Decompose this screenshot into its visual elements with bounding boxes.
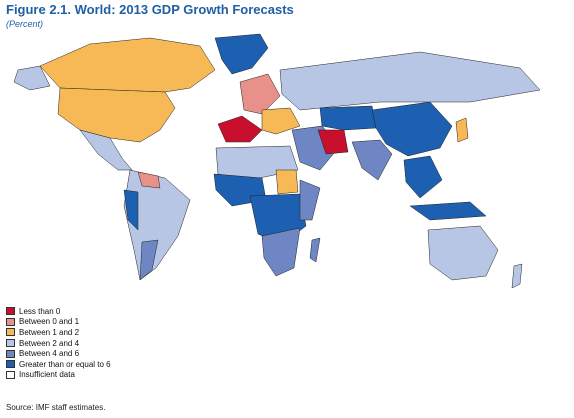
legend-label: Between 1 and 2 bbox=[19, 327, 80, 337]
alaska-region bbox=[13, 65, 51, 91]
legend-swatch bbox=[6, 339, 15, 348]
legend-item: Less than 0 bbox=[6, 306, 111, 317]
legend-label: Greater than or equal to 6 bbox=[19, 359, 111, 369]
indonesia-region bbox=[409, 201, 487, 221]
africa-south-region bbox=[261, 227, 301, 277]
legend-swatch bbox=[6, 349, 15, 358]
japan-region bbox=[455, 117, 469, 143]
south-america-region bbox=[123, 169, 191, 281]
legend-swatch bbox=[6, 370, 15, 379]
venezuela-region bbox=[137, 171, 161, 189]
andean-region bbox=[123, 189, 139, 231]
source-note: Source: IMF staff estimates. bbox=[6, 403, 106, 412]
argentina-region bbox=[139, 239, 159, 281]
greenland-region bbox=[214, 33, 269, 75]
legend-item: Insufficient data bbox=[6, 370, 111, 381]
legend-item: Between 1 and 2 bbox=[6, 327, 111, 338]
sudan-region bbox=[275, 169, 299, 195]
africa-east-region bbox=[299, 179, 321, 221]
legend-item: Between 2 and 4 bbox=[6, 338, 111, 349]
central-asia-region bbox=[319, 105, 377, 131]
legend-swatch bbox=[6, 360, 15, 369]
legend-label: Between 0 and 1 bbox=[19, 317, 80, 327]
madagascar-region bbox=[309, 237, 321, 263]
legend-swatch bbox=[6, 307, 15, 316]
map-legend: Less than 0 Between 0 and 1 Between 1 an… bbox=[6, 306, 111, 380]
legend-label: Insufficient data bbox=[19, 370, 75, 380]
legend-swatch bbox=[6, 317, 15, 326]
canada-region bbox=[39, 37, 216, 93]
iran-region bbox=[317, 129, 349, 155]
india-region bbox=[351, 139, 393, 181]
australia-region bbox=[427, 225, 499, 281]
legend-label: Between 2 and 4 bbox=[19, 338, 80, 348]
usa-region bbox=[57, 87, 176, 143]
new-zealand-region bbox=[511, 263, 523, 289]
southeast-asia-region bbox=[403, 155, 443, 199]
mexico-region bbox=[79, 129, 133, 171]
europe-east-region bbox=[261, 107, 301, 135]
legend-swatch bbox=[6, 328, 15, 337]
world-map bbox=[13, 33, 541, 289]
russia-region bbox=[279, 51, 541, 111]
china-region bbox=[371, 101, 453, 157]
legend-item: Between 0 and 1 bbox=[6, 317, 111, 328]
europe-north-region bbox=[239, 73, 281, 115]
legend-item: Between 4 and 6 bbox=[6, 348, 111, 359]
figure-subtitle: (Percent) bbox=[6, 19, 44, 29]
figure-title: Figure 2.1. World: 2013 GDP Growth Forec… bbox=[6, 2, 294, 17]
legend-label: Between 4 and 6 bbox=[19, 349, 80, 359]
legend-label: Less than 0 bbox=[19, 306, 61, 316]
legend-item: Greater than or equal to 6 bbox=[6, 359, 111, 370]
europe-west-region bbox=[217, 115, 263, 143]
